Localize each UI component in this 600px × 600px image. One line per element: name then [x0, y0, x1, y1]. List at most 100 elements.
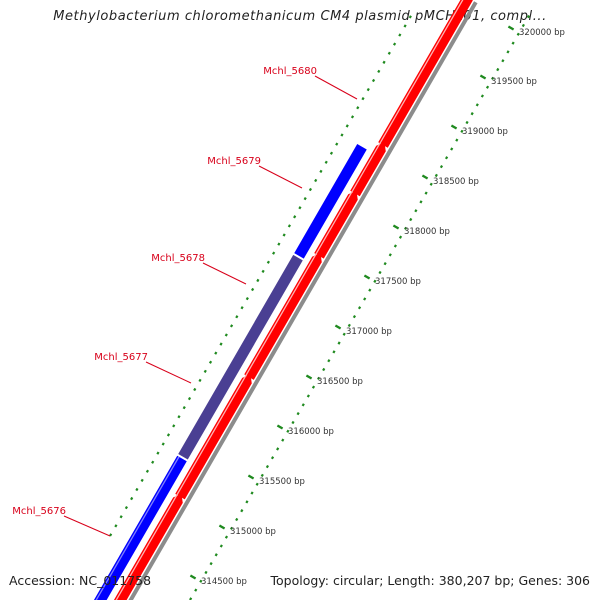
left-tick-mark: [261, 269, 265, 273]
right-tick-mark: [444, 156, 449, 160]
reverse-gene-selected: [178, 254, 303, 460]
right-tick-mark: [516, 32, 520, 36]
major-tick-mark: [334, 324, 342, 330]
right-tick-mark: [491, 76, 495, 81]
right-tick-mark: [388, 253, 392, 257]
reverse-gene: [294, 144, 367, 259]
left-tick-mark: [245, 296, 249, 301]
right-tick-mark: [526, 14, 531, 19]
right-tick-mark: [373, 279, 377, 283]
left-tick-mark: [403, 24, 407, 28]
gene-label: Mchl_5678: [151, 253, 205, 264]
right-tick-mark: [357, 306, 362, 310]
scale-label: 316000 bp: [288, 427, 334, 437]
right-tick-mark: [311, 385, 316, 389]
left-tick-mark: [203, 369, 207, 373]
right-tick-mark: [424, 191, 428, 195]
right-tick-mark: [363, 297, 367, 301]
left-tick-mark: [356, 106, 360, 110]
right-tick-mark: [204, 570, 208, 575]
left-tick-mark: [235, 315, 239, 319]
right-tick-mark: [209, 561, 213, 566]
right-tick-mark: [332, 350, 336, 354]
major-tick-mark: [247, 474, 255, 480]
label-leader-line: [202, 262, 247, 285]
track-shadow: [128, 1, 478, 600]
scale-label: 319000 bp: [462, 127, 508, 137]
left-tick-mark: [251, 287, 255, 292]
label-leader-line: [314, 75, 358, 100]
left-tick-mark: [224, 333, 228, 337]
right-tick-mark: [429, 182, 433, 186]
right-tick-mark: [460, 129, 464, 133]
left-tick-mark: [172, 424, 176, 428]
right-tick-mark: [265, 464, 269, 469]
scale-label: 317000 bp: [346, 327, 392, 337]
left-tick-mark: [177, 415, 181, 419]
right-tick-mark: [322, 367, 326, 372]
scale-ticks: [109, 14, 531, 600]
left-tick-mark: [282, 233, 286, 237]
right-tick-mark: [291, 420, 295, 425]
gene-highlight: [115, 0, 464, 600]
right-tick-mark: [378, 270, 382, 275]
right-tick-mark: [393, 244, 397, 248]
right-tick-mark: [337, 341, 341, 345]
left-tick-mark: [298, 206, 302, 210]
left-tick-mark: [303, 197, 307, 201]
scale-label: 314500 bp: [201, 577, 247, 587]
map-title: Methylobacterium chloromethanicum CM4 pl…: [53, 9, 547, 24]
left-tick-mark: [340, 133, 344, 137]
left-tick-mark: [319, 169, 323, 174]
topology-summary: Topology: circular; Length: 380,207 bp; …: [270, 573, 591, 588]
scale-labels: 320000 bp 319500 bp 319000 bp 318500 bp 3180…: [201, 28, 565, 587]
right-tick-mark: [352, 314, 357, 319]
left-tick-mark: [114, 524, 118, 528]
left-tick-mark: [219, 342, 223, 346]
left-tick-mark: [240, 306, 244, 310]
left-tick-mark: [377, 69, 381, 74]
left-tick-mark: [314, 178, 318, 183]
scale-label: 319500 bp: [491, 77, 537, 87]
scale-label: 318000 bp: [404, 227, 450, 237]
left-tick-mark: [140, 478, 144, 483]
right-tick-mark: [496, 67, 500, 72]
right-tick-mark: [219, 544, 223, 548]
left-tick-mark: [287, 224, 291, 228]
left-tick-mark: [130, 496, 134, 501]
right-tick-mark: [194, 588, 198, 592]
left-tick-mark: [371, 78, 376, 83]
left-tick-mark: [151, 460, 155, 464]
left-tick-mark: [198, 378, 202, 383]
left-tick-mark: [166, 433, 171, 437]
left-tick-mark: [277, 242, 281, 246]
right-tick-mark: [260, 473, 264, 478]
right-tick-mark: [368, 288, 372, 292]
major-tick-mark: [479, 74, 487, 80]
right-tick-mark: [301, 403, 305, 407]
forward-gene-arrow: [314, 190, 358, 259]
left-tick-mark: [229, 324, 234, 328]
right-tick-mark: [342, 332, 346, 336]
right-tick-mark: [521, 23, 525, 28]
right-tick-mark: [250, 491, 254, 495]
major-tick-mark: [363, 274, 371, 280]
forward-gene-arrow: [175, 374, 252, 500]
accession-text: Accession: NC_011758: [9, 573, 152, 588]
right-tick-mark: [245, 500, 249, 504]
right-tick-mark: [255, 482, 259, 486]
forward-gene-arrow: [378, 0, 473, 148]
left-tick-mark: [156, 451, 160, 455]
right-tick-mark: [404, 226, 408, 231]
right-tick-mark: [480, 94, 484, 98]
left-tick-mark: [361, 97, 365, 101]
right-tick-mark: [455, 138, 459, 142]
label-leader-line: [63, 515, 111, 537]
left-tick-mark: [408, 15, 412, 19]
right-tick-mark: [306, 394, 310, 398]
right-tick-mark: [501, 59, 505, 63]
left-tick-mark: [119, 515, 123, 519]
forward-gene-arrow: [244, 253, 322, 380]
right-tick-mark: [270, 456, 275, 460]
